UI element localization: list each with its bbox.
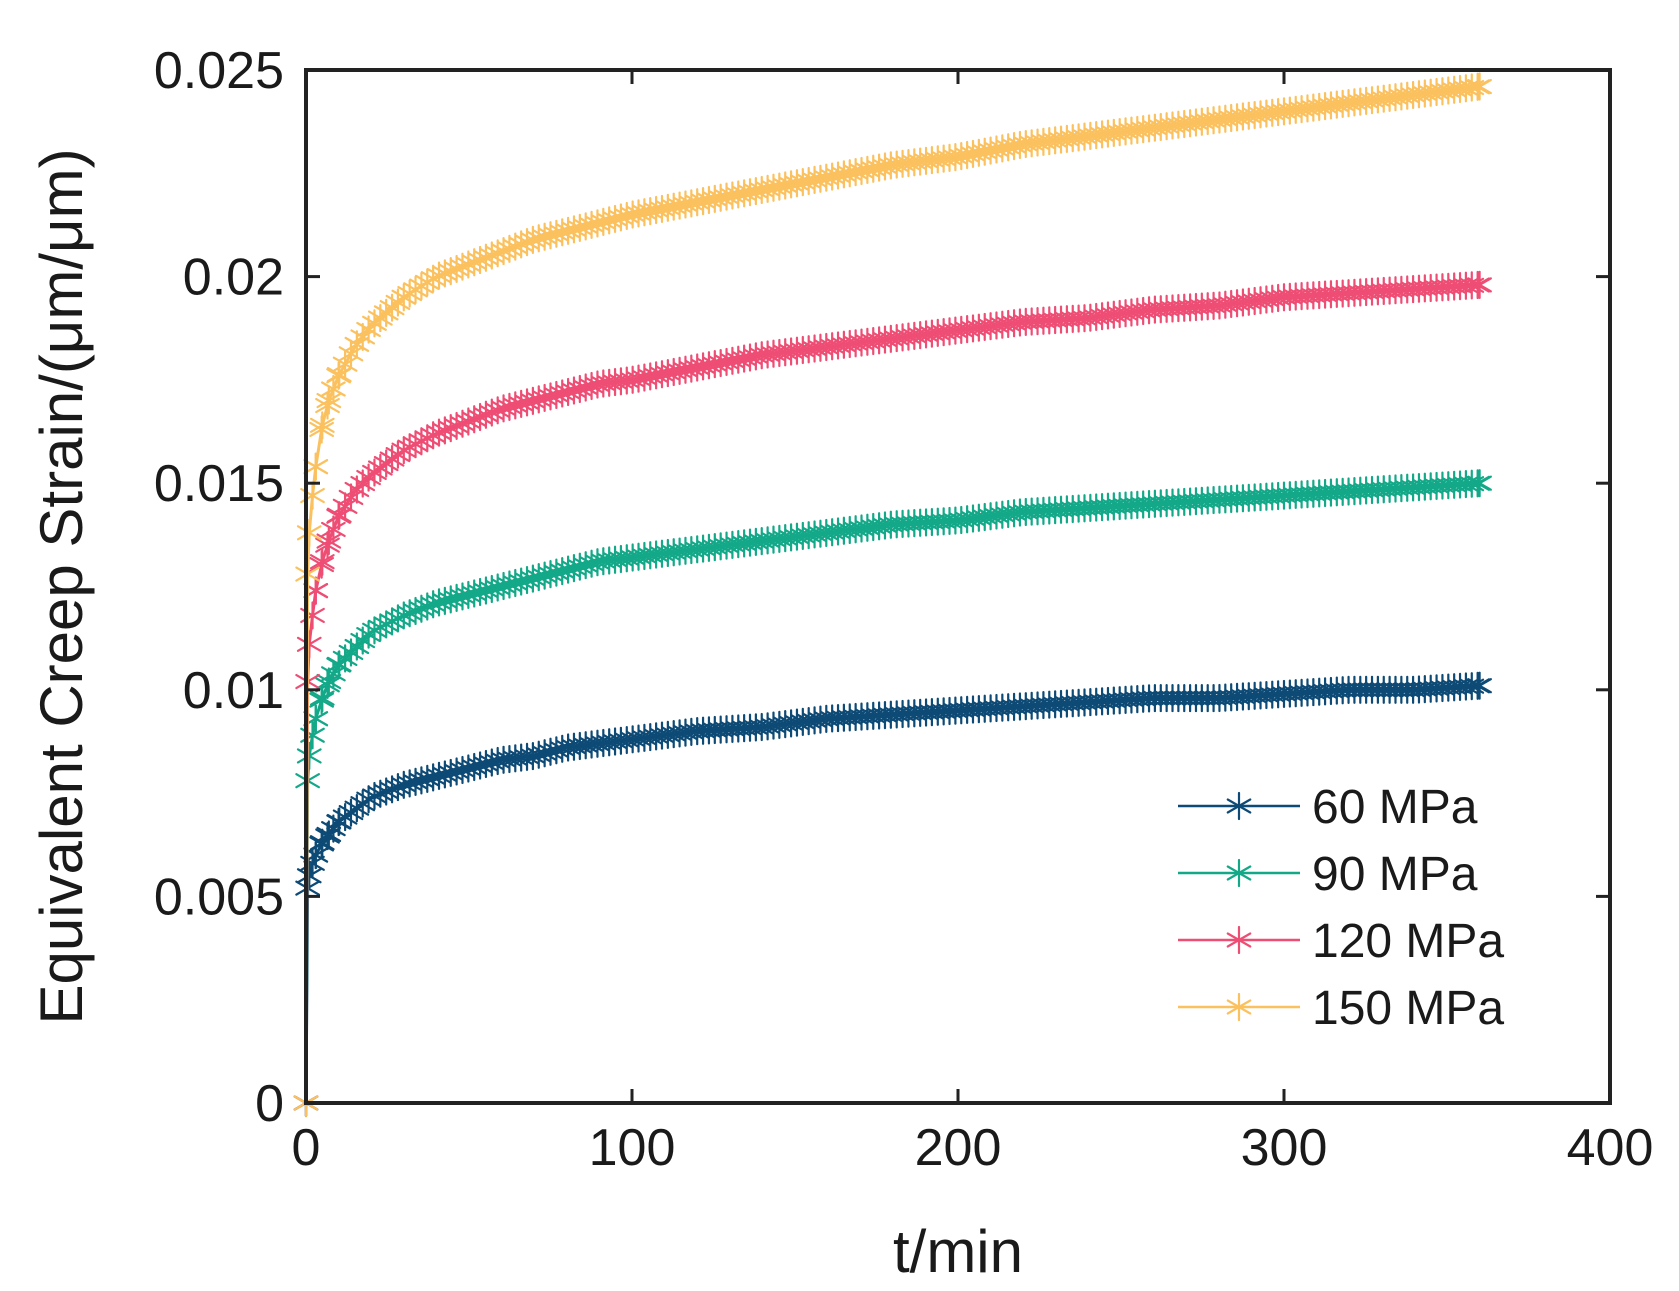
- data-point: [332, 350, 358, 379]
- data-point: [303, 452, 329, 481]
- data-point: [1171, 683, 1197, 713]
- legend-marker: [1226, 925, 1252, 955]
- x-tick-label: 200: [915, 1119, 1002, 1177]
- data-point: [338, 339, 364, 368]
- legend: 60 MPa 90 MPa 120 MPa 150 MPa: [1178, 781, 1504, 1035]
- data-point: [350, 322, 376, 352]
- data-point: [315, 531, 340, 560]
- legend-marker: [1226, 858, 1252, 888]
- series-2: [293, 469, 1492, 1118]
- data-point: [1160, 683, 1185, 713]
- y-tick-label: 0.025: [154, 42, 284, 100]
- y-tick-label: 0.005: [154, 868, 284, 926]
- data-point: [485, 396, 511, 425]
- data-point: [1365, 675, 1391, 704]
- legend-label: 60 MPa: [1312, 781, 1478, 834]
- data-point: [1342, 675, 1367, 704]
- x-tick-label: 400: [1567, 1119, 1654, 1177]
- tick-labels-layer: 0 100 200 300 400 0 0.005 0.01 0.015 0.02 0.025: [154, 42, 1654, 1177]
- data-point: [1377, 675, 1402, 704]
- data-point: [309, 415, 335, 444]
- series-1: [293, 671, 1492, 1118]
- data-point: [1383, 675, 1408, 704]
- data-point: [1353, 675, 1379, 704]
- x-tick-label: 100: [589, 1119, 676, 1177]
- y-tick-label: 0.02: [183, 249, 284, 307]
- data-point: [332, 492, 358, 521]
- y-tick-label: 0: [255, 1075, 284, 1133]
- data-point: [326, 360, 352, 389]
- y-tick-label: 0.01: [183, 662, 284, 720]
- data-point: [321, 374, 346, 404]
- data-point: [420, 590, 446, 619]
- data-point: [1148, 683, 1174, 713]
- data-point: [326, 501, 352, 530]
- ticks-layer: [304, 68, 1612, 1105]
- series-3: [293, 270, 1492, 1118]
- data-point: [1359, 675, 1385, 704]
- data-point: [309, 550, 335, 579]
- legend-item: 120 MPa: [1178, 915, 1504, 968]
- data-point: [316, 667, 342, 696]
- series-layer: [293, 72, 1492, 1118]
- data-point: [1154, 683, 1179, 713]
- data-point: [309, 686, 335, 715]
- data-point: [1142, 683, 1168, 713]
- data-point: [1347, 675, 1373, 704]
- x-axis-title: t/min: [893, 1218, 1023, 1285]
- data-point: [338, 483, 364, 512]
- data-point: [1336, 675, 1361, 704]
- data-point: [296, 861, 322, 890]
- data-point: [296, 630, 322, 659]
- legend-item: 150 MPa: [1178, 982, 1504, 1035]
- data-point: [1371, 675, 1397, 704]
- legend-label: 90 MPa: [1312, 848, 1478, 901]
- series-line: [304, 481, 1480, 1104]
- data-point: [1467, 469, 1492, 498]
- data-point: [296, 518, 322, 547]
- y-tick-label: 0.015: [154, 455, 284, 513]
- data-point: [296, 741, 322, 771]
- data-point: [1177, 683, 1203, 713]
- legend-item: 90 MPa: [1178, 848, 1478, 901]
- x-tick-label: 0: [292, 1119, 321, 1177]
- data-point: [315, 391, 340, 420]
- legend-marker: [1226, 992, 1252, 1022]
- legend-marker: [1226, 791, 1252, 821]
- y-axis-title: Equivalent Creep Strain/(μm/μm): [28, 148, 95, 1024]
- x-tick-label: 300: [1241, 1119, 1328, 1177]
- legend-item: 60 MPa: [1178, 781, 1478, 834]
- data-point: [321, 515, 346, 544]
- data-point: [321, 814, 346, 843]
- data-point: [1467, 72, 1492, 101]
- data-point: [1467, 671, 1492, 700]
- data-point: [1166, 683, 1191, 713]
- series-line: [304, 684, 1480, 1104]
- data-point: [1183, 683, 1209, 713]
- series-4: [293, 72, 1492, 1118]
- data-point: [1467, 270, 1492, 299]
- data-point: [1189, 683, 1215, 713]
- legend-label: 150 MPa: [1312, 982, 1504, 1035]
- legend-label: 120 MPa: [1312, 915, 1504, 968]
